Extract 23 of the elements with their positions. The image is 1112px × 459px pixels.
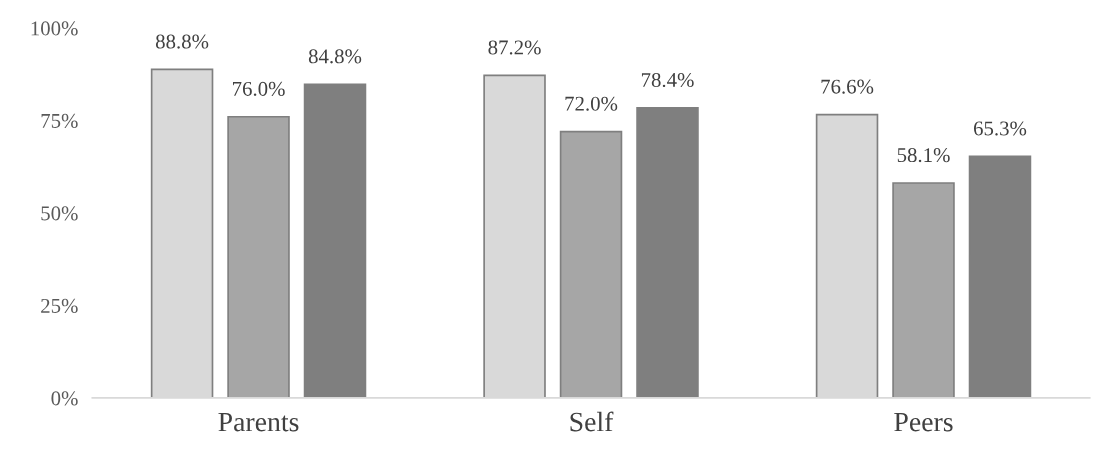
data-label: 87.2% [488, 40, 541, 55]
x-tick-label: Parents [218, 412, 299, 432]
x-tick-label: Peers [894, 412, 953, 432]
x-tick-label: Self [570, 411, 614, 432]
data-label: 76.0% [233, 81, 285, 96]
data-label: 88.8% [155, 34, 209, 49]
bar [968, 155, 1032, 398]
data-label: 72.0% [565, 96, 618, 111]
bar [892, 182, 955, 398]
data-label: 65.3% [973, 121, 1027, 136]
data-label: 58.1% [897, 148, 950, 163]
y-tick-label: 50% [41, 206, 78, 221]
y-tick-label: 75% [41, 113, 78, 128]
bar [636, 107, 699, 398]
data-label: 78.4% [641, 72, 694, 88]
y-tick-label: 0% [51, 391, 78, 406]
data-label: 76.6% [821, 79, 874, 94]
y-tick-label: 100% [31, 21, 78, 36]
y-tick-label: 25% [41, 298, 78, 313]
bar [227, 115, 290, 398]
data-label: 84.8% [308, 49, 362, 64]
bar [559, 130, 623, 398]
bar [303, 83, 367, 398]
